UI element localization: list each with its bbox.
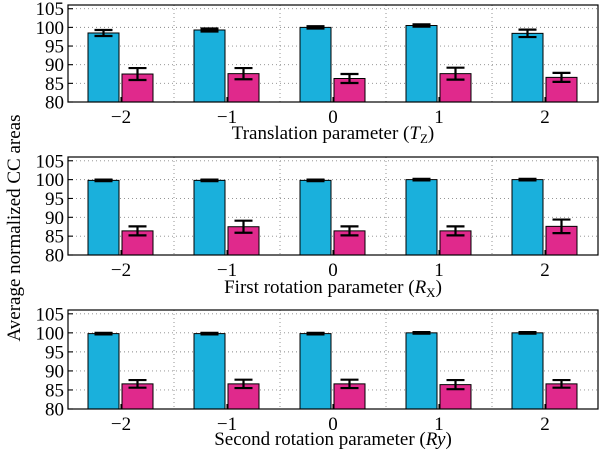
y-tick-label: 105 [36, 151, 65, 172]
x-tick-label: −1 [217, 107, 237, 128]
x-tick-label: 2 [540, 414, 550, 435]
bar-series-1-cat-3 [299, 179, 332, 256]
bar-series-1-cat-1 [87, 333, 120, 410]
bar-series-1-cat-4 [405, 25, 438, 103]
x-tick-label: −1 [217, 260, 237, 281]
y-tick-label: 85 [45, 380, 64, 401]
bar-series-1-cat-1 [87, 179, 120, 256]
bar-series-1-cat-2 [193, 29, 226, 103]
y-tick-label: 90 [45, 208, 64, 229]
x-tick-label: 2 [540, 107, 550, 128]
x-tick-label: 1 [434, 414, 444, 435]
y-tick-label: 105 [36, 304, 65, 325]
bar-series-1-cat-4 [405, 332, 438, 410]
bar-series-1-cat-1 [87, 32, 120, 103]
x-tick-label: 0 [328, 414, 338, 435]
x-axis-label: First rotation parameter (RX) [224, 277, 442, 300]
y-tick-label: 80 [45, 246, 64, 267]
y-tick-label: 100 [36, 18, 65, 39]
bar-series-2-cat-1 [121, 383, 154, 410]
y-tick-label: 85 [45, 74, 64, 95]
bar-series-1-cat-4 [405, 179, 438, 256]
x-tick-label: 0 [328, 260, 338, 281]
y-tick-label: 95 [45, 37, 64, 58]
y-tick-label: 105 [36, 0, 65, 20]
y-tick-label: 100 [36, 323, 65, 344]
x-axis-label: Translation parameter (TZ) [232, 123, 435, 146]
y-tick-label: 80 [45, 400, 64, 421]
x-tick-label: −2 [111, 260, 131, 281]
x-tick-label: −2 [111, 107, 131, 128]
y-tick-label: 95 [45, 342, 64, 363]
bar-series-1-cat-5 [511, 332, 544, 410]
x-tick-label: −2 [111, 414, 131, 435]
axes-frame [67, 309, 599, 410]
bar-series-1-cat-5 [511, 32, 544, 103]
x-tick-label: 1 [434, 260, 444, 281]
bar-series-1-cat-2 [193, 179, 226, 256]
axes-frame [67, 156, 599, 256]
y-tick-label: 90 [45, 55, 64, 76]
y-tick-label: 80 [45, 93, 64, 114]
y-axis-label: Average normalized CC areas [4, 114, 25, 341]
bar-series-1-cat-5 [511, 179, 544, 256]
x-tick-label: 0 [328, 107, 338, 128]
x-tick-label: −1 [217, 414, 237, 435]
y-tick-label: 85 [45, 227, 64, 248]
bar-series-1-cat-3 [299, 26, 332, 103]
bar-series-1-cat-3 [299, 333, 332, 410]
x-tick-label: 1 [434, 107, 444, 128]
x-axis-label: Second rotation parameter (Ry) [214, 429, 452, 450]
axes-frame [67, 4, 599, 103]
y-tick-label: 100 [36, 170, 65, 191]
bar-series-1-cat-2 [193, 333, 226, 410]
y-tick-label: 95 [45, 189, 64, 210]
y-tick-label: 90 [45, 361, 64, 382]
x-tick-label: 2 [540, 260, 550, 281]
